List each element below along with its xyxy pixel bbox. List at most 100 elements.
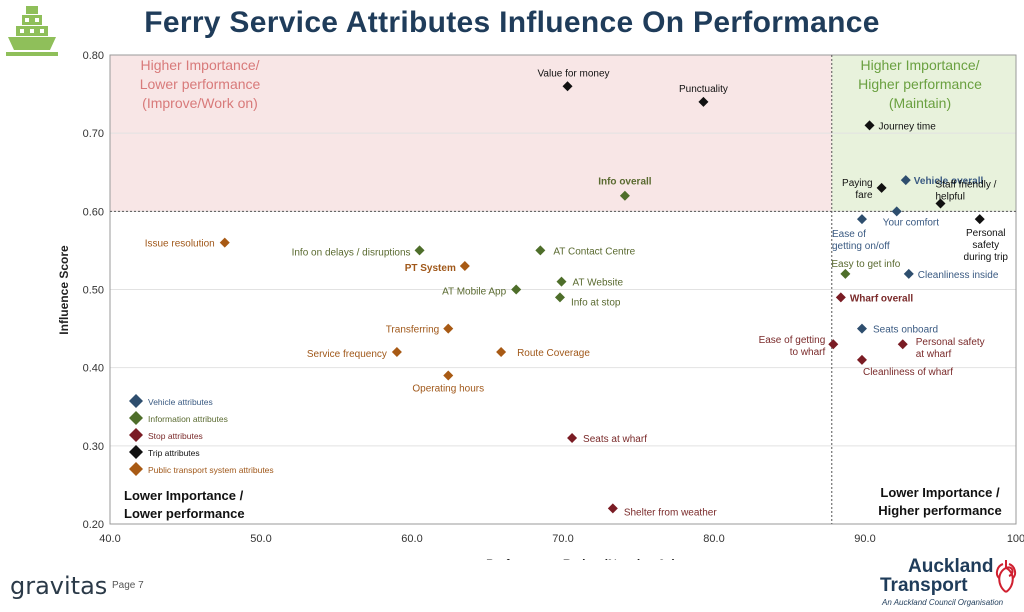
y-tick-label: 0.60 [83, 206, 104, 218]
legend-marker [129, 411, 143, 425]
point-label-line: Value for money [537, 68, 609, 79]
point-label: Info overall [598, 177, 652, 188]
point-label: Info on delays / disruptions [292, 247, 411, 258]
scatter-point [535, 245, 546, 256]
point-label-line: Info overall [598, 177, 652, 188]
logo-line-1: Auckland [908, 556, 994, 577]
point-label-line: fare [855, 190, 873, 201]
scatter-point [974, 214, 985, 225]
quadrant-label-top-left: (Improve/Work on) [142, 95, 258, 111]
point-label-line: Info on delays / disruptions [292, 247, 411, 258]
point-label: Paying fare [842, 178, 873, 201]
legend-marker [129, 445, 143, 459]
y-tick-label: 0.50 [83, 285, 104, 297]
quadrant-label-bottom-right: Lower Importance / [880, 485, 1000, 500]
scatter-point [459, 261, 470, 272]
legend-label: Information attributes [148, 414, 228, 424]
scatter-point [698, 96, 709, 107]
legend-marker [129, 462, 143, 476]
point-label: Route Coverage [517, 348, 590, 359]
point-label: Seats at wharf [583, 434, 647, 445]
scatter-point [619, 190, 630, 201]
scatter-point [903, 268, 914, 279]
ferry-icon [6, 6, 58, 56]
point-label-line: to wharf [790, 347, 826, 358]
scatter-point [864, 120, 875, 131]
x-tick-label: 50.0 [250, 533, 271, 545]
quadrant-label-top-right: Higher Importance/ [860, 57, 979, 73]
auckland-transport-logo: Auckland Transport An Auckland Council O… [880, 556, 1020, 612]
point-label-line: PT System [405, 263, 456, 274]
scatter-point [567, 433, 578, 444]
point-label: Journey time [879, 121, 937, 132]
quadrant-label-top-left: Lower performance [140, 76, 261, 92]
y-tick-label: 0.30 [83, 441, 104, 453]
scatter-point [835, 292, 846, 303]
scatter-point [935, 198, 946, 209]
point-label-line: Staff friendly / [936, 180, 997, 191]
point-label-line: Seats onboard [873, 325, 938, 336]
point-label: Transferring [386, 325, 440, 336]
legend-marker [129, 428, 143, 442]
point-label: Staff friendly / helpful [936, 180, 997, 203]
point-label-line: AT Contact Centre [553, 246, 635, 257]
x-tick-label: 70.0 [552, 533, 573, 545]
legend-label: Public transport system attributes [148, 465, 274, 475]
point-label: Your comfort [883, 217, 940, 228]
logo-line-2: Transport [880, 575, 968, 596]
koru-icon [995, 560, 1017, 593]
point-label-line: at wharf [916, 349, 952, 360]
y-tick-label: 0.20 [83, 519, 104, 531]
scatter-point [897, 339, 908, 350]
point-label-line: Service frequency [307, 349, 387, 360]
page-number: Page 7 [112, 580, 144, 591]
x-tick-label: 90.0 [854, 533, 875, 545]
point-label-line: Wharf overall [850, 293, 914, 304]
point-label: Ease of getting to wharf [759, 335, 826, 358]
scatter-point [607, 503, 618, 514]
legend-label: Stop attributes [148, 431, 203, 441]
point-label: Cleanliness inside [918, 270, 999, 281]
legend-label: Trip attributes [148, 448, 200, 458]
scatter-point [876, 182, 887, 193]
quadrant-label-top-right: Higher performance [858, 76, 982, 92]
point-label-line: Personal safety [916, 337, 985, 348]
quadrant-label-bottom-left: Lower Importance / [124, 488, 244, 503]
point-label-line: AT Mobile App [442, 287, 507, 298]
point-label: Cleanliness of wharf [863, 367, 953, 378]
logo-subtitle: An Auckland Council Organisation [882, 598, 1004, 607]
point-label-line: Vehicle overall [914, 176, 984, 187]
point-label-line: Paying [842, 178, 873, 189]
x-tick-label: 60.0 [401, 533, 422, 545]
point-label: Easy to get info [831, 259, 900, 270]
scatter-point [391, 347, 402, 358]
point-label: AT Contact Centre [553, 246, 635, 257]
point-label: Issue resolution [145, 239, 215, 250]
scatter-point [828, 339, 839, 350]
scatter-point [511, 284, 522, 295]
scatter-chart: 0.20 0.30 0.40 0.50 0.60 0.70 0.80 40.0 50.0 60.0… [57, 50, 1024, 560]
point-label-line: safety [972, 240, 999, 251]
point-label-line: getting on/off [832, 241, 890, 252]
scatter-point [496, 347, 507, 358]
page-title: Ferry Service Attributes Influence On Pe… [144, 6, 880, 39]
y-tick-label: 0.40 [83, 363, 104, 375]
point-label-line: Issue resolution [145, 239, 215, 250]
scatter-point [556, 276, 567, 287]
point-label-line: during trip [964, 252, 1009, 263]
point-label-line: Journey time [879, 121, 937, 132]
point-label: Wharf overall [850, 293, 914, 304]
point-label-line: Cleanliness of wharf [863, 367, 953, 378]
scatter-point [856, 323, 867, 334]
point-label: Operating hours [412, 383, 484, 394]
point-label-line: Transferring [386, 325, 440, 336]
brand-wordmark: gravitas [10, 572, 108, 600]
scatter-point [443, 323, 454, 334]
point-label: Service frequency [307, 349, 387, 360]
quadrant-label-bottom-right: Higher performance [878, 503, 1002, 518]
point-label-line: Seats at wharf [583, 434, 647, 445]
point-label: Seats onboard [873, 325, 938, 336]
plot-frame [109, 54, 1017, 525]
x-tick-label: 100 [1007, 533, 1024, 545]
point-label: PT System [405, 263, 456, 274]
